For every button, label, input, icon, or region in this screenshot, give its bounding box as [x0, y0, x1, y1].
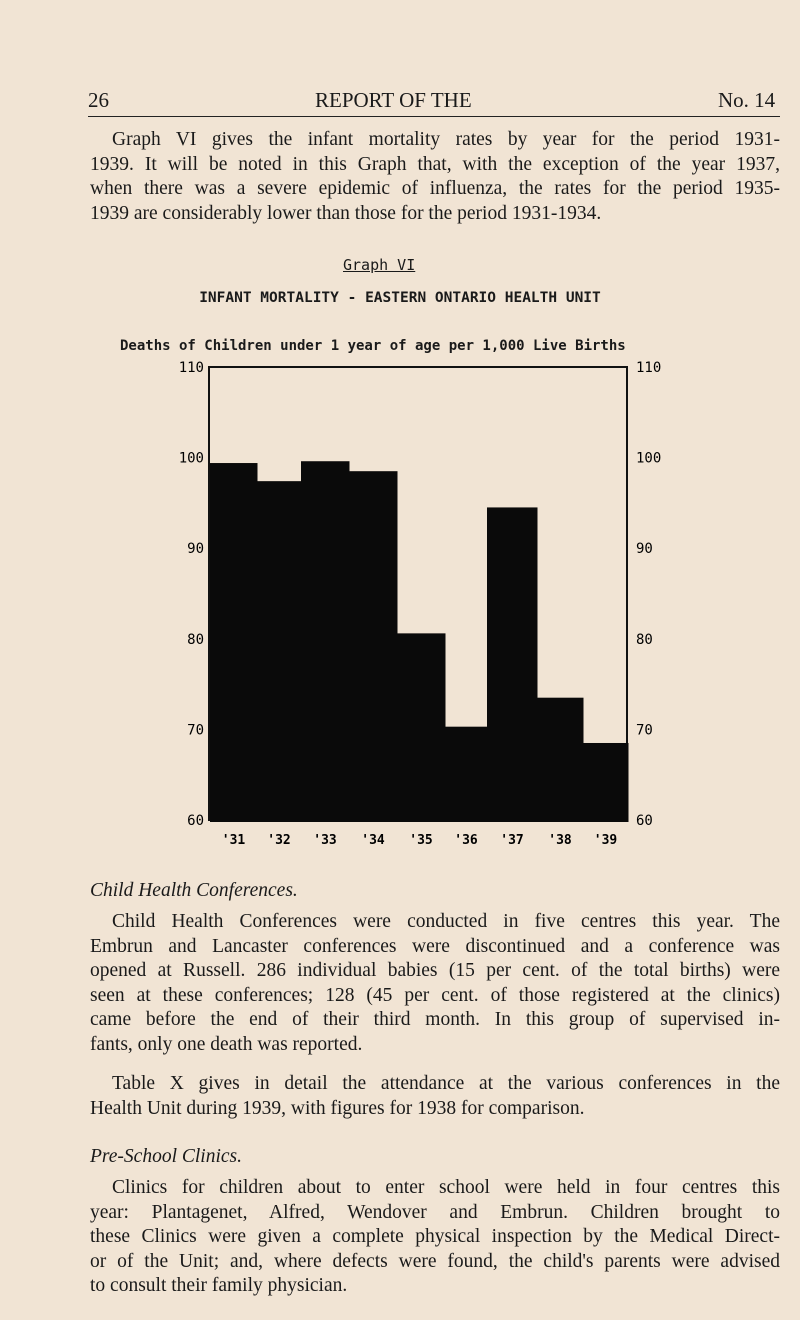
text-line: Clinics for children about to enter scho…: [112, 1177, 780, 1198]
x-tick-label: '33: [313, 833, 336, 848]
x-tick-label: '36: [454, 833, 478, 848]
text-line: or of the Unit; and, where defects were …: [90, 1250, 780, 1272]
y-axis-label: Deaths of Children under 1 year of age p…: [120, 338, 626, 354]
bar-36: [445, 726, 488, 822]
section-heading: Pre-School Clinics.: [90, 1146, 243, 1167]
chart-title: INFANT MORTALITY - EASTERN ONTARIO HEALT…: [199, 290, 601, 306]
bar-33: [301, 461, 350, 822]
y-tick-label-left: 60: [187, 813, 204, 829]
y-tick-label-right: 90: [636, 541, 653, 557]
y-tick-label-right: 70: [636, 722, 653, 738]
bar-32: [257, 481, 302, 822]
bar-35: [397, 633, 446, 822]
y-tick-label-right: 110: [636, 360, 661, 376]
y-tick-label-left: 80: [187, 632, 204, 648]
x-tick-label: '35: [409, 833, 432, 848]
text-line: Health Unit during 1939, with figures fo…: [90, 1097, 585, 1119]
running-title: REPORT OF THE: [315, 88, 472, 112]
y-tick-label-left: 100: [179, 451, 204, 467]
text-line: Child Health Conferences were conducted …: [112, 911, 780, 932]
paragraph: Table X gives in detail the attendance a…: [90, 1072, 780, 1121]
page-number: 26: [88, 88, 109, 112]
y-tick-label-left: 90: [187, 541, 204, 557]
text-line: Graph VI gives the infant mortality rate…: [112, 129, 780, 150]
text-line: seen at these conferences; 128 (45 per c…: [90, 984, 780, 1006]
text-line: Embrun and Lancaster conferences were di…: [90, 935, 780, 957]
text-line: year: Plantagenet, Alfred, Wendover and …: [90, 1201, 780, 1223]
y-tick-label-right: 80: [636, 632, 653, 648]
text-line: to consult their family physician.: [90, 1275, 348, 1296]
text-line: 1939 are considerably lower than those f…: [90, 202, 602, 224]
y-tick-label-right: 60: [636, 813, 653, 829]
text-line: came before the end of their third month…: [90, 1009, 780, 1030]
paragraph: Child Health Conferences were conducted …: [90, 910, 780, 1057]
bar-39: [583, 742, 629, 822]
header-rule: [88, 116, 780, 117]
graph-caption: Graph VI: [343, 256, 416, 274]
bar-chart: '31 '32 '33 '34 '35 '36 '37 '38 '39 60 60 70 70 80 80 9…: [179, 360, 662, 848]
paragraph: Clinics for children about to enter scho…: [90, 1176, 780, 1299]
intro-paragraph: Graph VI gives the infant mortality rate…: [90, 128, 780, 226]
x-tick-label: '34: [361, 833, 385, 848]
text-line: Table X gives in detail the attendance a…: [112, 1073, 780, 1094]
bar-34: [349, 471, 398, 822]
bar-37: [487, 507, 538, 822]
x-tick-label: '32: [267, 833, 290, 848]
text-line: when there was a severe epidemic of infl…: [90, 178, 780, 199]
x-tick-label: '38: [548, 833, 572, 848]
x-tick-label: '39: [594, 833, 617, 848]
bar-38: [537, 697, 584, 822]
text-line: opened at Russell. 286 individual babies…: [90, 960, 780, 981]
y-tick-label-left: 110: [179, 360, 204, 376]
x-tick-label: '37: [500, 833, 523, 848]
y-tick-label-left: 70: [187, 722, 204, 738]
text-line: these Clinics were given a complete phys…: [90, 1226, 780, 1247]
x-tick-label: '31: [222, 833, 246, 848]
bar-31: [210, 463, 258, 822]
text-line: 1939. It will be noted in this Graph tha…: [90, 153, 780, 175]
text-line: fants, only one death was reported.: [90, 1033, 363, 1055]
issue-number: No. 14: [718, 88, 776, 112]
y-tick-label-right: 100: [636, 451, 661, 467]
section-heading: Child Health Conferences.: [90, 880, 298, 901]
